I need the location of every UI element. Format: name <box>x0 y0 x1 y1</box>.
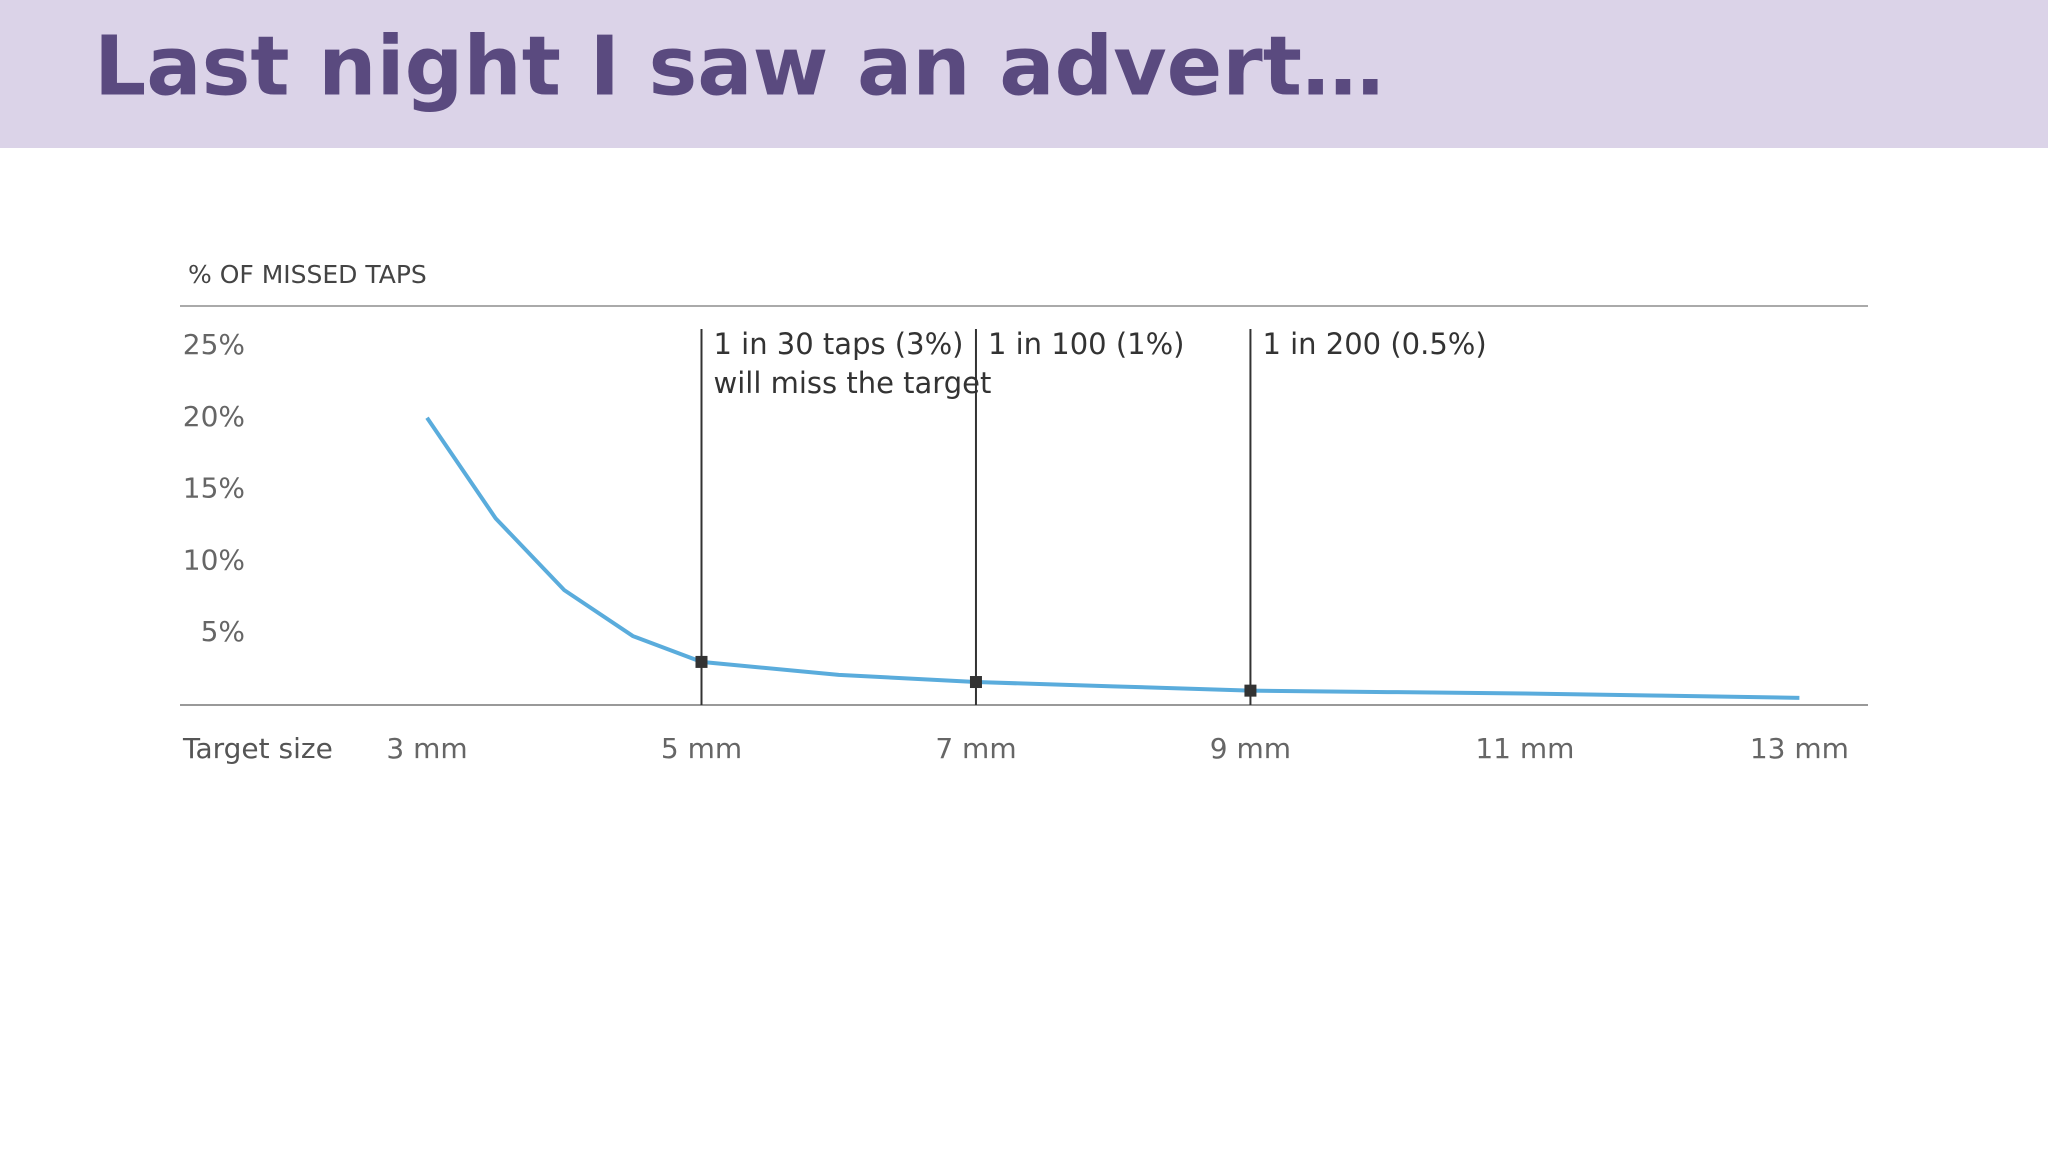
x-tick-label: 7 mm <box>935 732 1016 765</box>
annotation-text: 1 in 100 (1%) <box>988 327 1185 361</box>
y-tick-label: 5% <box>201 615 245 648</box>
y-tick-label: 25% <box>183 328 245 361</box>
annotation-point <box>969 676 982 689</box>
y-tick-label: 20% <box>183 400 245 433</box>
annotation-point <box>1244 684 1257 697</box>
y-axis-label: % OF MISSED TAPS <box>188 260 427 289</box>
y-tick-label: 10% <box>183 543 245 576</box>
annotation-point <box>695 655 708 668</box>
x-axis-label: Target size <box>182 732 333 765</box>
x-tick-label: 9 mm <box>1210 732 1291 765</box>
annotation-text: 1 in 30 taps (3%) <box>713 327 963 361</box>
x-tick-label: 11 mm <box>1475 732 1574 765</box>
y-tick-label: 15% <box>183 472 245 505</box>
header-band <box>0 0 2048 148</box>
x-tick-label: 5 mm <box>661 732 742 765</box>
x-tick-label: 3 mm <box>386 732 467 765</box>
x-tick-label: 13 mm <box>1750 732 1849 765</box>
slide-title: Last night I saw an advert… <box>94 19 1384 114</box>
annotation-text: will miss the target <box>713 366 991 400</box>
annotation-text: 1 in 200 (0.5%) <box>1262 327 1486 361</box>
data-line <box>425 416 1800 700</box>
